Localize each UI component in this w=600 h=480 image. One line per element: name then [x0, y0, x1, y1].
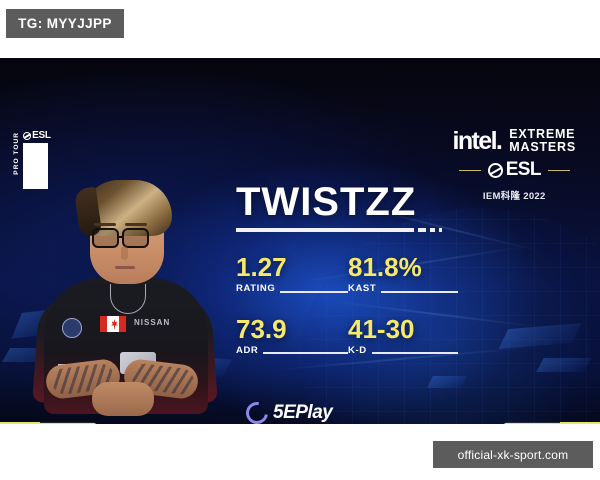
underline-bar: [236, 228, 414, 232]
intel-extreme-masters-row: intel. EXTREME MASTERS: [452, 126, 576, 155]
accent-path-left: [40, 422, 97, 424]
divider-right: [547, 169, 570, 171]
player-name: TWISTZZ: [236, 180, 417, 224]
decorative-shard: [536, 358, 592, 372]
footer-accent-line: [0, 422, 600, 424]
accent-bar-left: [0, 422, 40, 424]
eyebrow-left: [94, 223, 116, 226]
esl-pro-tour-mark-group: ESL: [22, 130, 51, 189]
eyeglasses-bridge: [118, 236, 124, 238]
stat-item-adr: 73.9 ADR: [236, 316, 348, 356]
intel-wordmark: intel.: [452, 126, 503, 155]
maple-leaf-icon: [111, 319, 118, 329]
stat-label: RATING: [236, 283, 276, 294]
stat-underline: [371, 352, 458, 354]
bottom-watermark-badge: official-xk-sport.com: [433, 441, 593, 468]
eyeglasses-lens-right: [122, 228, 149, 248]
stat-item-kast: 81.8% KAST: [348, 254, 458, 294]
5eplay-wordmark: 5EPlay: [273, 402, 333, 423]
pro-tour-label: PRO TOUR: [13, 132, 20, 175]
stat-label: ADR: [236, 344, 259, 356]
stat-underline: [263, 352, 348, 354]
stat-label-row: KAST: [348, 284, 458, 294]
eyebrow-right: [125, 223, 147, 226]
stat-underline: [280, 290, 348, 293]
stat-label-row: RATING: [236, 284, 348, 294]
stat-label-row: ADR: [236, 344, 348, 356]
crossed-hands: [92, 382, 154, 416]
masters-line: MASTERS: [509, 140, 576, 155]
top-watermark-text: TG: MYYJJPP: [18, 16, 112, 31]
esl-circle-icon: [487, 162, 503, 178]
stat-item-kd: 41-30 K-D: [348, 316, 458, 356]
underline-tick: [418, 228, 426, 232]
extreme-masters-wordmark: EXTREME MASTERS: [509, 127, 576, 155]
nissan-sponsor-text: NISSAN: [134, 318, 171, 327]
esports-stat-banner: PRO TOUR ESL intel. EXTREME MASTERS: [0, 58, 600, 424]
iem-logo-lockup: intel. EXTREME MASTERS ESL IEM科隆 2022: [452, 126, 576, 203]
necklace: [110, 284, 146, 314]
stat-label: K-D: [348, 344, 367, 356]
esl-circle-icon: [22, 131, 31, 140]
tournament-edition: IEM科隆 2022: [482, 191, 546, 203]
stat-underline: [381, 290, 458, 293]
esl-badge-plate: [22, 143, 48, 189]
accent-bar-right: [560, 422, 600, 424]
accent-path-right: [503, 422, 560, 424]
stat-item-rating: 1.27 RATING: [236, 254, 348, 294]
nose: [121, 246, 128, 260]
stat-value: 41-30: [348, 313, 415, 344]
esl-lockup: ESL: [487, 159, 542, 181]
extreme-line: EXTREME: [509, 127, 576, 141]
bottom-watermark-text: official-xk-sport.com: [457, 447, 569, 462]
stat-value: 73.9: [236, 313, 287, 344]
esl-wordmark: ESL: [32, 130, 51, 141]
divider-left: [458, 169, 481, 171]
esl-lockup: ESL: [22, 130, 51, 141]
esl-row: ESL: [453, 159, 576, 181]
mouth: [115, 266, 135, 269]
underline-tick: [439, 228, 442, 232]
stat-label: KAST: [348, 283, 377, 294]
eyeglasses-lens-left: [92, 228, 119, 248]
player-name-underline: [236, 228, 456, 232]
player-portrait: NISSAN: [22, 166, 222, 416]
stat-label-row: K-D: [348, 344, 458, 356]
esl-wordmark: ESL: [505, 159, 542, 181]
esl-pro-tour-badge: PRO TOUR ESL: [13, 130, 51, 198]
underline-tick: [430, 228, 435, 232]
5eplay-logo: 5EPlay: [241, 397, 333, 424]
decorative-shard: [427, 376, 467, 388]
stat-value: 81.8%: [348, 252, 422, 282]
player-name-block: TWISTZZ: [236, 182, 456, 232]
stat-value: 1.27: [236, 252, 287, 282]
steelseries-logo-patch: [62, 318, 82, 338]
top-watermark-badge: TG: MYYJJPP: [6, 9, 124, 38]
stats-grid: 1.27 RATING 81.8% KAST 73.9 ADR: [236, 254, 458, 355]
